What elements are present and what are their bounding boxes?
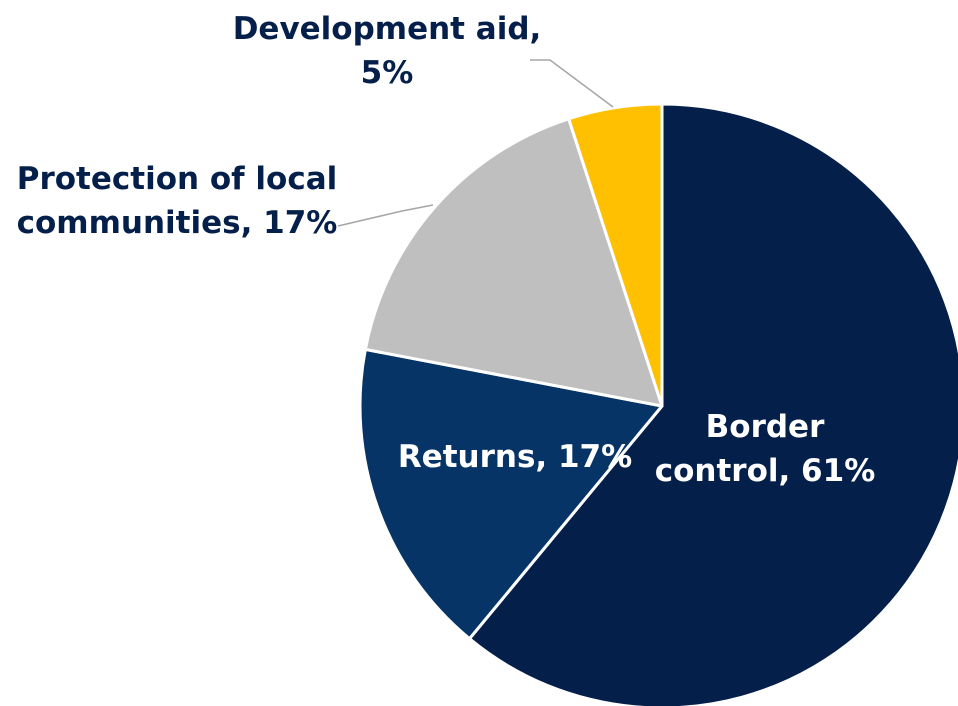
slice-label-returns: Returns, 17% [398, 439, 632, 475]
slice-label-line: Development aid, [233, 11, 542, 47]
slice-label-line: Returns, 17% [398, 439, 632, 475]
slice-label-protection-of-local-communities: Protection of local communities, 17% [17, 161, 338, 241]
pie-slice-development-aid [567, 102, 664, 408]
slice-label-border-control: Border control, 61% [655, 409, 876, 489]
slice-label-line: communities, 17% [17, 205, 338, 241]
pie-slice-protection-of-local-communities [363, 117, 664, 408]
leader-line-protection-of-local-communities [337, 204, 434, 227]
slice-label-line: Border [706, 409, 825, 445]
slice-label-line: 5% [361, 55, 414, 91]
slice-labels: Border control, 61% Returns, 17% Protection… [17, 11, 876, 489]
slice-label-line: Protection of local [17, 161, 338, 197]
pie-slices [358, 102, 958, 706]
slice-label-development-aid: Development aid, 5% [233, 11, 542, 91]
leader-lines [337, 59, 614, 227]
slice-label-line: control, 61% [655, 453, 876, 489]
pie-slice-returns [358, 347, 664, 641]
leader-line-development-aid [530, 59, 614, 108]
